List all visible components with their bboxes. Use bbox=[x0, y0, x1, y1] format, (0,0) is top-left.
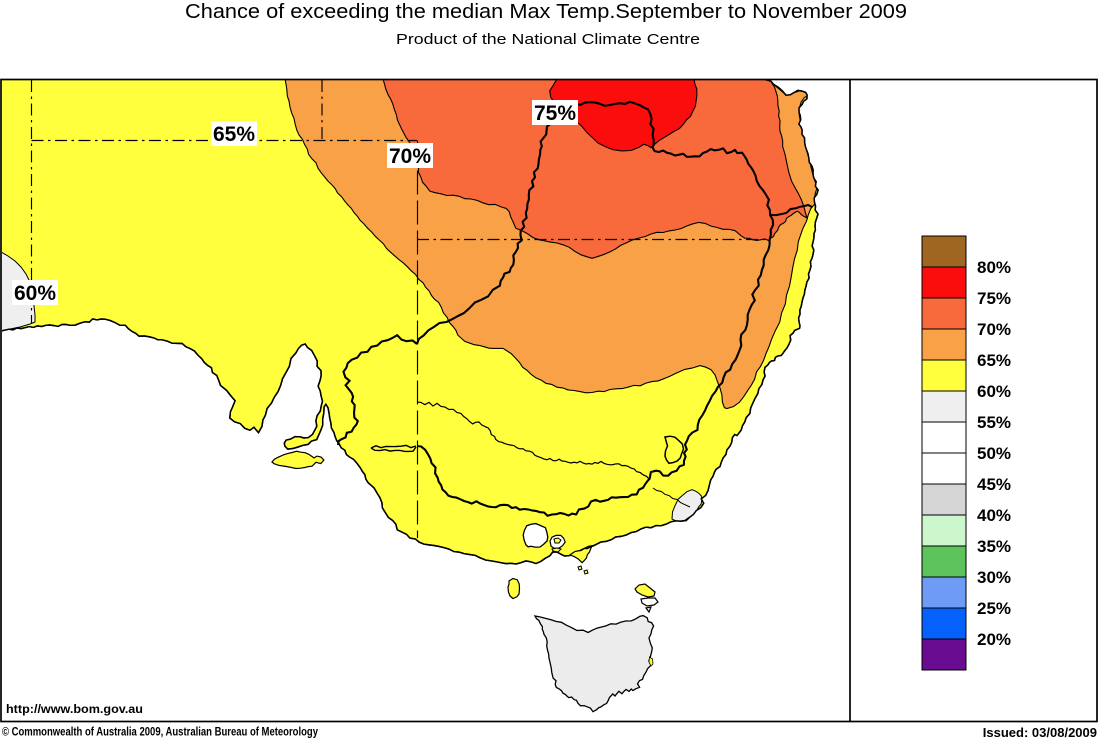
svg-text:60%: 60% bbox=[977, 382, 1011, 401]
svg-text:50%: 50% bbox=[977, 444, 1011, 463]
svg-text:65%: 65% bbox=[213, 123, 255, 146]
svg-text:35%: 35% bbox=[977, 537, 1011, 556]
svg-text:80%: 80% bbox=[977, 258, 1011, 277]
svg-text:20%: 20% bbox=[977, 630, 1011, 649]
svg-text:30%: 30% bbox=[977, 568, 1011, 587]
svg-text:60%: 60% bbox=[14, 282, 56, 305]
svg-text:Product of the National Climat: Product of the National Climate Centre bbox=[396, 31, 700, 48]
svg-text:http://www.bom.gov.au: http://www.bom.gov.au bbox=[6, 702, 143, 716]
svg-text:65%: 65% bbox=[977, 351, 1011, 370]
svg-text:75%: 75% bbox=[534, 102, 576, 125]
svg-text:70%: 70% bbox=[977, 320, 1011, 339]
svg-text:75%: 75% bbox=[977, 289, 1011, 308]
svg-text:© Commonwealth of Australia 20: © Commonwealth of Australia 2009, Austra… bbox=[2, 725, 318, 739]
svg-text:Chance of exceeding the median: Chance of exceeding the median Max Temp.… bbox=[185, 1, 907, 23]
svg-text:45%: 45% bbox=[977, 475, 1011, 494]
svg-text:Issued: 03/08/2009: Issued: 03/08/2009 bbox=[983, 725, 1097, 740]
svg-text:70%: 70% bbox=[389, 145, 431, 168]
svg-text:40%: 40% bbox=[977, 506, 1011, 525]
svg-text:55%: 55% bbox=[977, 413, 1011, 432]
svg-text:25%: 25% bbox=[977, 599, 1011, 618]
